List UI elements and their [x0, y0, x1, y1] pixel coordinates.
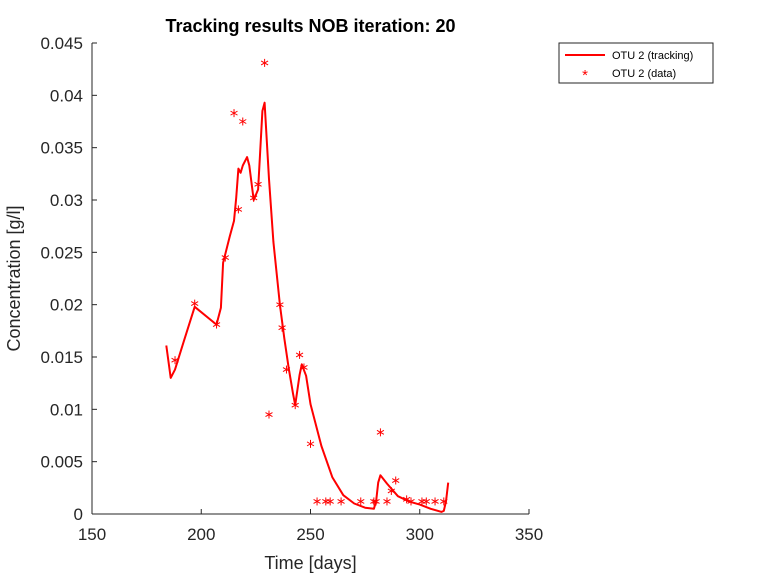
data-point	[254, 180, 262, 189]
data-point	[357, 497, 365, 506]
legend-label-tracking: OTU 2 (tracking)	[612, 50, 693, 62]
tracking-line	[165, 101, 450, 513]
x-tick-label: 250	[296, 525, 324, 544]
data-point	[295, 350, 304, 359]
y-tick-label: 0.04	[50, 86, 83, 105]
data-point	[291, 401, 299, 410]
y-tick-label: 0.025	[40, 243, 83, 262]
data-point	[171, 356, 179, 365]
legend-label-data: OTU 2 (data)	[612, 68, 676, 80]
data-point	[383, 497, 391, 506]
data-point	[230, 109, 238, 118]
y-tick-label: 0.005	[40, 453, 83, 472]
y-tick-label: 0.03	[50, 191, 83, 210]
data-point	[391, 476, 400, 485]
data-point	[300, 363, 308, 372]
x-tick-label: 200	[187, 525, 215, 544]
data-point	[440, 497, 448, 506]
x-tick-label: 300	[406, 525, 434, 544]
data-point	[239, 117, 247, 126]
y-tick-label: 0.01	[50, 400, 83, 419]
data-point	[306, 439, 315, 448]
x-axis-label: Time [days]	[264, 553, 356, 573]
data-point	[326, 497, 334, 506]
y-tick-label: 0.035	[40, 139, 83, 158]
x-tick-label: 350	[515, 525, 543, 544]
data-point	[387, 486, 396, 495]
chart-title: Tracking results NOB iteration: 20	[165, 16, 455, 36]
x-tick-label: 150	[78, 525, 106, 544]
y-tick-label: 0.015	[40, 348, 83, 367]
data-point	[313, 497, 321, 506]
y-tick-label: 0	[74, 505, 83, 524]
data-point	[249, 193, 258, 202]
y-tick-label: 0.02	[50, 296, 83, 315]
data-point	[234, 205, 243, 214]
data-point	[376, 428, 385, 437]
ticks: 150 200 250 300 350 0 0.005 0.01 0.015 0.02 0.025 0…	[40, 34, 543, 544]
chart-marks	[165, 58, 450, 513]
data-point	[212, 320, 221, 329]
data-point	[260, 58, 269, 67]
data-point	[337, 497, 345, 506]
data-point	[282, 365, 291, 374]
data-point	[265, 410, 273, 419]
data-point	[407, 497, 415, 506]
data-point	[372, 497, 380, 506]
data-point	[422, 497, 431, 506]
data-point	[431, 497, 439, 506]
data-point	[276, 300, 284, 309]
data-point	[221, 253, 230, 262]
legend-marker-swatch: *	[582, 67, 588, 84]
data-point	[278, 323, 286, 332]
plot-area	[92, 43, 529, 514]
y-axis-label: Concentration [g/l]	[4, 205, 24, 351]
legend-box	[558, 42, 714, 84]
data-point	[190, 299, 199, 308]
legend: OTU 2 (tracking) * OTU 2 (data)	[558, 42, 714, 84]
y-tick-label: 0.045	[40, 34, 83, 53]
